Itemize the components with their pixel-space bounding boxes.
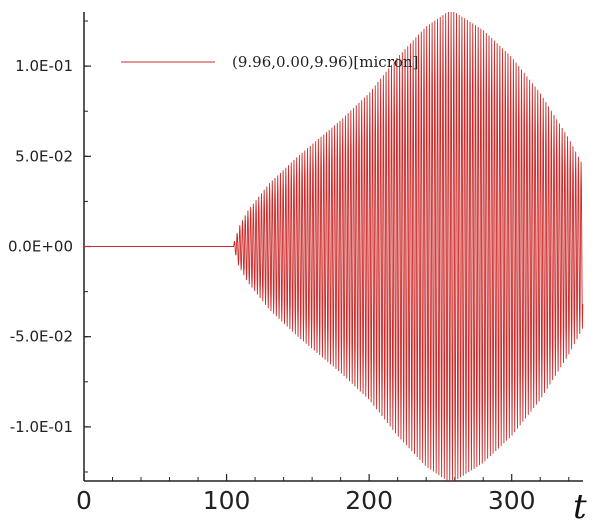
x-tick-label: 100 [203, 486, 251, 515]
x-axis-ticks: 0 100 200 300 [76, 474, 570, 515]
y-tick-label: -1.0E-01 [10, 418, 73, 436]
x-axis-title: t [573, 487, 587, 526]
x-tick-label: 200 [345, 486, 393, 515]
plot-area: 1.0E-01 5.0E-02 0.0E+00 -5.0E-02 -1.0E-01 0 1… [8, 11, 584, 515]
y-axis-ticks: 1.0E-01 5.0E-02 0.0E+00 -5.0E-02 -1.0E-01 [8, 20, 91, 473]
y-tick-label: 0.0E+00 [8, 238, 73, 256]
x-tick-label: 300 [488, 486, 536, 515]
y-tick-label: -5.0E-02 [10, 328, 73, 346]
y-tick-label: 1.0E-01 [15, 57, 73, 75]
legend-label: (9.96,0.00,9.96)[micron] [232, 53, 418, 71]
legend: (9.96,0.00,9.96)[micron] [121, 53, 418, 71]
y-tick-label: 5.0E-02 [15, 147, 73, 165]
x-tick-label: 0 [76, 486, 92, 515]
series-line [84, 11, 584, 482]
